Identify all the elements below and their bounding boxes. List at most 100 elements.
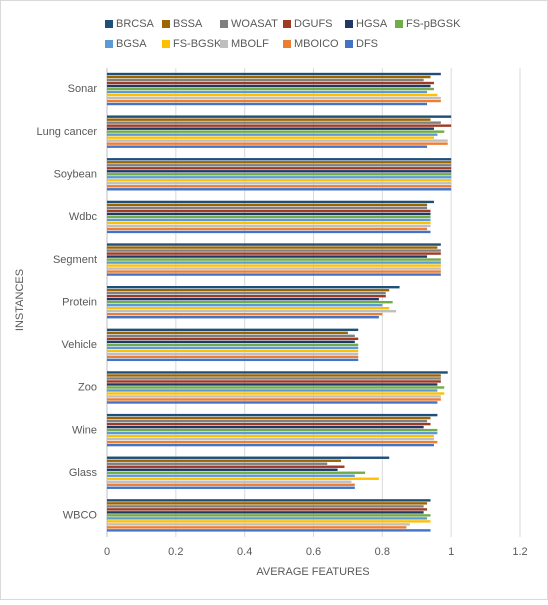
bar: [107, 176, 452, 179]
bar: [107, 474, 355, 477]
bar: [107, 124, 452, 127]
bar: [107, 136, 434, 139]
bar: [107, 526, 407, 529]
bar: [107, 468, 338, 471]
bar: [107, 252, 441, 255]
bar: [107, 90, 428, 94]
bar: [107, 215, 431, 219]
bar: [107, 84, 431, 88]
bar: [107, 246, 438, 249]
bar: [107, 316, 379, 319]
bar: [107, 471, 366, 474]
bar: [107, 258, 441, 261]
bar: [107, 93, 438, 97]
legend-label: BGSA: [116, 38, 147, 50]
bar: [107, 206, 428, 210]
bar: [107, 377, 441, 380]
bar: [107, 164, 452, 167]
legend-label: DFS: [356, 38, 378, 50]
bar: [107, 334, 355, 338]
bar: [107, 352, 359, 356]
bar: [107, 130, 445, 133]
bar: [107, 514, 431, 517]
legend-swatch: [162, 20, 170, 28]
bar: [107, 523, 410, 526]
bar: [107, 264, 441, 267]
bar: [107, 343, 359, 347]
bar: [107, 505, 424, 508]
bar: [107, 358, 359, 362]
bar: [107, 310, 397, 313]
bar: [107, 456, 390, 459]
bar: [107, 273, 441, 276]
bar: [107, 200, 434, 204]
bar: [107, 170, 452, 173]
bar: [107, 139, 448, 142]
x-tick-label: 1.2: [512, 546, 527, 558]
y-tick-label: Glass: [69, 467, 98, 479]
bar: [107, 102, 428, 106]
legend-swatch: [395, 20, 403, 28]
x-tick-label: 0.4: [237, 546, 252, 558]
bar: [107, 480, 352, 483]
bar: [107, 81, 434, 85]
legend-label: BSSA: [173, 18, 203, 30]
bar: [107, 328, 359, 332]
bar: [107, 133, 438, 136]
x-tick-label: 0.6: [306, 546, 321, 558]
bar: [107, 87, 434, 91]
bar: [107, 416, 431, 420]
x-tick-label: 0.2: [168, 546, 183, 558]
bar: [107, 224, 431, 228]
bar: [107, 355, 359, 359]
legend-swatch: [283, 40, 291, 48]
legend-swatch: [105, 40, 113, 48]
bar: [107, 255, 428, 258]
y-tick-label: Sonar: [68, 83, 98, 95]
bar: [107, 212, 431, 216]
x-axis-label: AVERAGE FEATURES: [256, 566, 369, 578]
legend-swatch: [220, 20, 228, 28]
y-tick-label: Lung cancer: [36, 126, 97, 138]
bar: [107, 227, 428, 231]
bar: [107, 517, 428, 520]
bar: [107, 142, 448, 145]
bar: [107, 261, 441, 264]
legend-swatch: [105, 20, 113, 28]
bar: [107, 161, 452, 164]
legend-label: WOASAT: [231, 18, 278, 30]
bar: [107, 486, 355, 489]
bar: [107, 331, 348, 335]
legend-label: HGSA: [356, 18, 388, 30]
bar: [107, 167, 452, 170]
y-tick-label: Protein: [62, 296, 97, 308]
bar: [107, 431, 438, 435]
legend-swatch: [345, 40, 353, 48]
bar: [107, 307, 390, 310]
bar: [107, 99, 441, 103]
bar: [107, 145, 428, 148]
y-tick-label: Wine: [72, 424, 97, 436]
bar: [107, 389, 438, 392]
bar: [107, 508, 428, 511]
bar: [107, 289, 390, 292]
bar: [107, 301, 393, 304]
bar: [107, 286, 400, 289]
bar: [107, 401, 438, 404]
bar: [107, 221, 431, 225]
y-tick-label: Vehicle: [62, 339, 97, 351]
bar: [107, 185, 452, 188]
bar: [107, 443, 434, 447]
legend-label: BRCSA: [116, 18, 155, 30]
bar: [107, 295, 386, 298]
y-axis-label: INSTANCES: [14, 269, 26, 331]
legend-label: DGUFS: [294, 18, 333, 30]
legend-label: MBOLF: [231, 38, 269, 50]
bar: [107, 179, 452, 182]
legend-label: MBOICO: [294, 38, 339, 50]
bar: [107, 340, 355, 344]
legend-swatch: [345, 20, 353, 28]
bar: [107, 209, 431, 213]
bar: [107, 298, 379, 301]
